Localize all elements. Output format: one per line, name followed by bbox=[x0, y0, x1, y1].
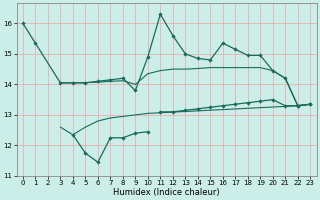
X-axis label: Humidex (Indice chaleur): Humidex (Indice chaleur) bbox=[113, 188, 220, 197]
